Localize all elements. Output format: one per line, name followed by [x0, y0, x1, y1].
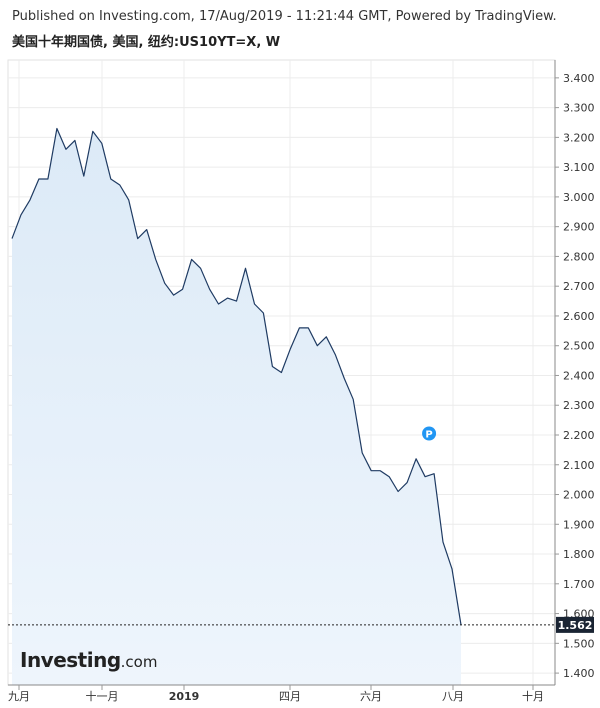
- x-tick-label: 十一月: [86, 689, 119, 703]
- y-tick-label: 3.100: [563, 161, 595, 174]
- y-tick-label: 2.200: [563, 429, 595, 442]
- investing-logo[interactable]: Investing.com: [20, 648, 157, 672]
- y-tick-label: 2.800: [563, 250, 595, 263]
- last-price-tag: [556, 616, 594, 633]
- area-layer: [11, 127, 462, 685]
- y-tick-label: 3.000: [563, 191, 595, 204]
- y-tick-label: 2.500: [563, 340, 595, 353]
- y-tick-label: 2.700: [563, 280, 595, 293]
- event-marker-label: P: [425, 430, 432, 441]
- x-tick-label: 六月: [360, 690, 382, 703]
- series-line: [11, 127, 462, 625]
- x-tick-label: 四月: [279, 690, 301, 703]
- y-tick-label: 2.300: [563, 399, 595, 412]
- x-tick-label: 八月: [442, 690, 464, 703]
- y-tick-label: 2.000: [563, 489, 595, 502]
- y-tick-label: 2.400: [563, 369, 595, 382]
- y-tick-label: 1.900: [563, 518, 595, 531]
- y-tick-label: 3.400: [563, 72, 595, 85]
- y-tick-label: 2.100: [563, 459, 595, 472]
- overlay: 1.562 P: [8, 426, 594, 633]
- y-tick-label: 3.300: [563, 102, 595, 115]
- axes: [8, 60, 556, 686]
- y-tick-label: 1.500: [563, 637, 595, 650]
- y-tick-label: 1.800: [563, 548, 595, 561]
- y-tick-label: 2.900: [563, 221, 595, 234]
- published-caption: Published on Investing.com, 17/Aug/2019 …: [12, 9, 557, 24]
- y-tick-label: 3.200: [563, 131, 595, 144]
- y-tick-label: 1.700: [563, 578, 595, 591]
- y-tick-label: 2.600: [563, 310, 595, 323]
- logo-suffix: .com: [120, 653, 158, 671]
- instrument-title: 美国十年期国债, 美国, 纽约:US10YT=X, W: [12, 35, 281, 50]
- event-marker-icon: [422, 426, 437, 441]
- x-tick-label: 九月: [8, 690, 30, 703]
- area-fill: [12, 128, 461, 685]
- x-tick-label: 十月: [522, 689, 544, 703]
- last-price-label: 1.562: [558, 619, 593, 632]
- y-axis: 3.400 3.300 3.200 3.100 3.000 2.900 2.800 2.700…: [555, 72, 595, 680]
- logo-text: Investing: [20, 648, 121, 672]
- x-tick-label: 2019: [169, 690, 200, 703]
- y-tick-label: 1.400: [563, 667, 595, 680]
- x-axis: 九月 十一月 2019 四月 六月 八月 十月: [8, 685, 544, 703]
